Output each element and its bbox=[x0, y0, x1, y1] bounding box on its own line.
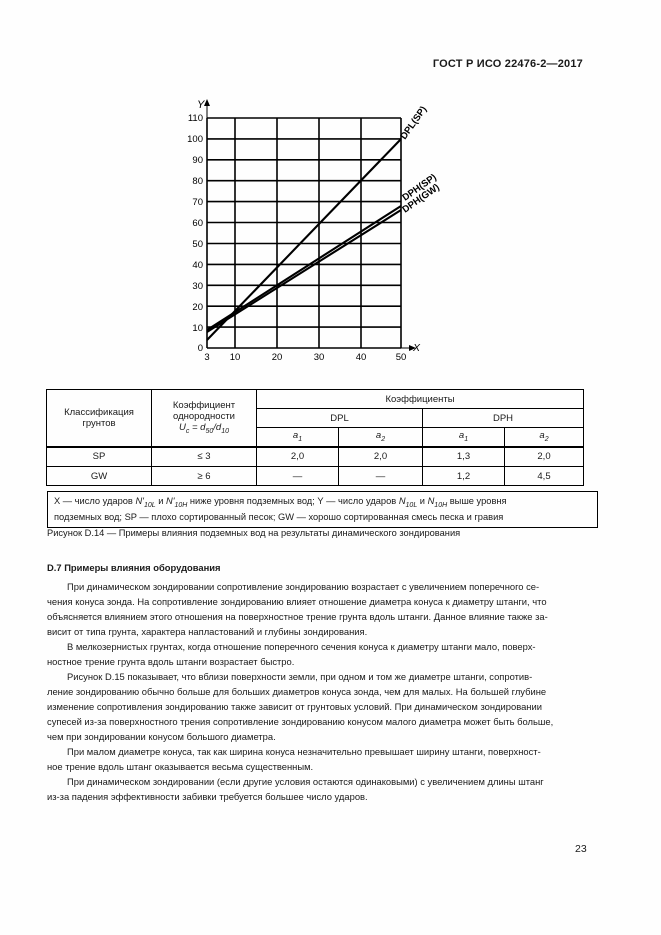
svg-text:110: 110 bbox=[188, 113, 203, 124]
svg-text:100: 100 bbox=[187, 134, 203, 145]
svg-text:20: 20 bbox=[272, 352, 283, 363]
svg-text:40: 40 bbox=[192, 260, 203, 271]
svg-text:70: 70 bbox=[192, 197, 203, 208]
svg-text:30: 30 bbox=[192, 281, 203, 292]
svg-text:10: 10 bbox=[230, 352, 241, 363]
svg-text:60: 60 bbox=[192, 218, 203, 229]
svg-text:20: 20 bbox=[192, 302, 203, 313]
svg-text:0: 0 bbox=[198, 343, 203, 354]
svg-text:80: 80 bbox=[192, 176, 203, 187]
svg-text:Y: Y bbox=[197, 99, 205, 111]
svg-text:30: 30 bbox=[314, 352, 325, 363]
svg-text:3: 3 bbox=[204, 352, 209, 363]
svg-text:10: 10 bbox=[192, 323, 203, 334]
svg-text:90: 90 bbox=[192, 155, 203, 166]
svg-text:DPL(SP): DPL(SP) bbox=[398, 104, 429, 141]
svg-text:50: 50 bbox=[192, 239, 203, 250]
svg-text:40: 40 bbox=[356, 352, 367, 363]
svg-text:50: 50 bbox=[396, 352, 407, 363]
